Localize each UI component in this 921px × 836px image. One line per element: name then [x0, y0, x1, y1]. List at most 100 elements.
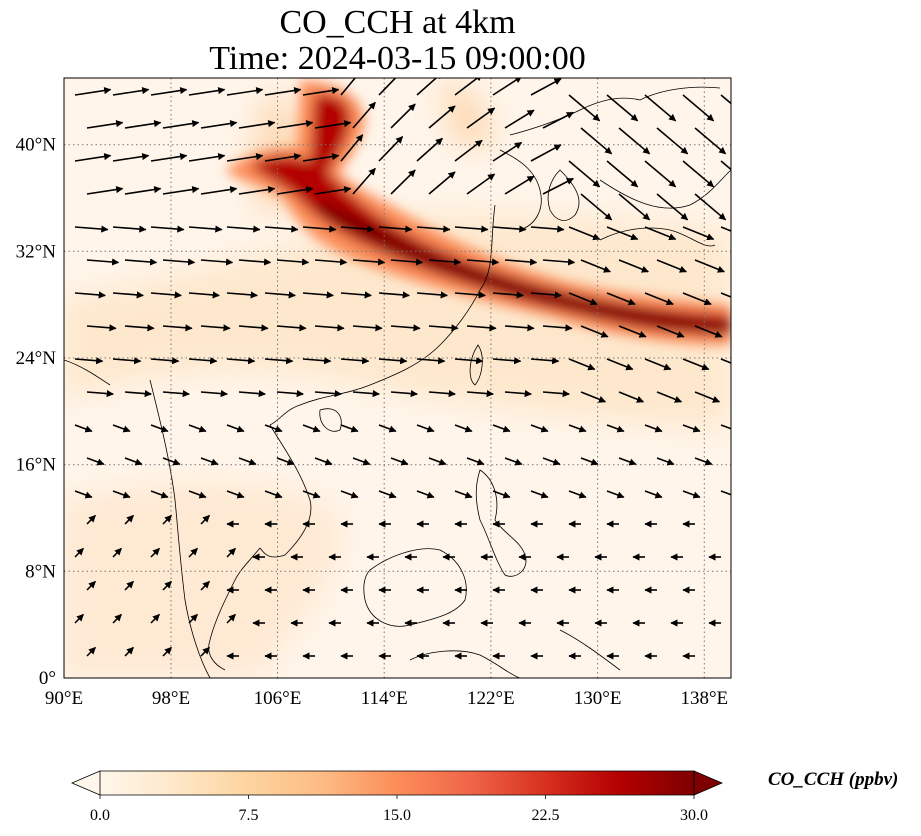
wind-arrow: [542, 177, 574, 195]
wind-arrow: [568, 424, 587, 433]
wind-arrow: [694, 259, 725, 273]
wind-arrow: [200, 457, 219, 466]
wind-arrow: [618, 127, 651, 155]
wind-arrow: [542, 324, 573, 332]
map-frame: [63, 77, 732, 679]
wind-arrow: [86, 646, 96, 657]
wind-arrow: [302, 357, 332, 365]
x-tick-label: 90°E: [45, 688, 83, 709]
wind-arrow: [188, 87, 226, 96]
wind-arrow: [568, 490, 587, 499]
wind-arrow: [720, 226, 731, 232]
wind-arrow: [466, 324, 497, 332]
wind-arrow: [162, 258, 196, 266]
wind-arrow: [416, 225, 451, 233]
wind-arrow: [428, 457, 447, 466]
wind-arrow: [568, 226, 601, 241]
wind-arrow: [720, 490, 731, 499]
colorbar-tick-label: 7.5: [239, 807, 259, 824]
y-tick-label: 0°: [39, 668, 56, 689]
wind-arrow: [416, 490, 435, 499]
wind-arrow: [580, 391, 607, 403]
wind-arrow: [86, 258, 120, 266]
wind-arrow: [568, 94, 601, 122]
wind-arrow: [694, 127, 727, 155]
wind-arrow: [530, 490, 549, 499]
wind-arrow: [390, 389, 418, 398]
wind-arrow: [416, 357, 446, 365]
wind-arrow: [492, 141, 523, 162]
wind-arrow: [124, 389, 152, 398]
wind-arrow: [302, 291, 334, 299]
wind-arrow: [416, 78, 443, 96]
wind-arrow: [352, 324, 383, 332]
wind-arrow: [112, 357, 142, 365]
wind-arrow: [504, 258, 538, 266]
wind-arrow: [492, 357, 522, 365]
wind-arrow: [86, 324, 117, 332]
wind-arrow: [644, 160, 677, 188]
wind-arrow: [352, 258, 386, 266]
wind-arrow: [606, 424, 625, 433]
wind-arrow: [276, 120, 314, 129]
wind-arrow: [390, 258, 424, 266]
wind-arrow: [74, 357, 104, 365]
wind-arrow: [542, 258, 576, 266]
wind-arrow: [568, 358, 596, 371]
wind-arrow: [302, 424, 321, 433]
y-tick-label: 40°N: [16, 135, 57, 156]
wind-arrow: [124, 457, 143, 466]
wind-arrow: [352, 167, 376, 195]
wind-arrow: [340, 490, 359, 499]
wind-arrow: [162, 324, 193, 332]
wind-arrow: [644, 358, 672, 371]
wind-arrow: [694, 325, 723, 338]
wind-arrow: [112, 87, 150, 96]
wind-arrow: [314, 120, 352, 129]
wind-arrow: [188, 490, 207, 499]
wind-arrow: [264, 153, 302, 162]
wind-arrow: [162, 457, 181, 466]
wind-arrow: [264, 291, 296, 299]
wind-arrow: [530, 78, 562, 96]
wind-arrow: [656, 391, 683, 403]
wind-arrow: [682, 160, 715, 188]
wind-arrow: [504, 109, 535, 129]
wind-arrow: [454, 291, 486, 299]
wind-arrow: [200, 646, 210, 657]
wind-arrow: [226, 153, 264, 162]
wind-arrow: [694, 457, 713, 466]
colorbar-gradient: [100, 771, 694, 795]
wind-arrow: [314, 186, 352, 195]
wind-arrow: [150, 87, 188, 96]
wind-arrow: [682, 292, 712, 306]
wind-arrow: [568, 160, 601, 188]
wind-arrow: [302, 153, 340, 162]
wind-arrow: [340, 424, 359, 433]
wind-arrow: [504, 175, 535, 195]
wind-arrow: [150, 291, 182, 299]
wind-arrow: [200, 514, 210, 525]
wind-arrow: [302, 225, 337, 233]
colorbar-extend-min: [70, 770, 101, 796]
wind-arrow: [606, 358, 634, 371]
wind-arrow: [530, 291, 562, 299]
wind-arrow: [454, 78, 483, 96]
colorbar-extend-max: [693, 770, 724, 796]
wind-arrow: [226, 357, 256, 365]
wind-arrow: [124, 580, 134, 591]
wind-arrow: [454, 424, 473, 433]
x-tick-label: 138°E: [680, 688, 728, 709]
wind-arrow: [188, 291, 220, 299]
wind-arrow: [530, 424, 549, 433]
y-axis: 0° 8°N 16°N 24°N 32°N 40°N: [16, 135, 57, 689]
wind-arrow: [162, 389, 190, 398]
wind-arrow: [74, 490, 93, 499]
wind-arrow: [86, 580, 96, 591]
wind-arrow: [226, 490, 245, 499]
wind-arrow: [264, 490, 283, 499]
wind-arrow: [428, 324, 459, 332]
wind-arrow: [302, 490, 321, 499]
wind-arrow: [74, 424, 93, 433]
wind-arrow: [74, 613, 84, 624]
